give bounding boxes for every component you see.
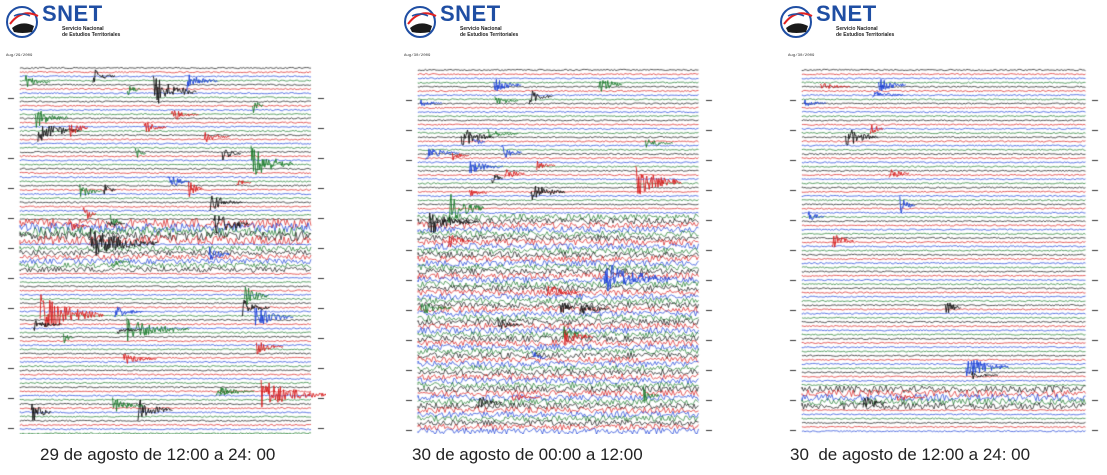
snet-logo: SNET Servicio Nacional de Estudios Terri… [402, 1, 518, 38]
header-date: Aug/29/2009 [6, 54, 33, 58]
seismogram-canvas [6, 62, 326, 434]
snet-globe-icon [780, 6, 813, 38]
snet-logo: SNET Servicio Nacional de Estudios Terri… [778, 1, 894, 38]
brand-subtitle-2: de Estudios Territoriales [460, 32, 519, 38]
seismogram-image [404, 64, 714, 434]
brand-subtitle-1: Servicio Nacional [836, 26, 878, 32]
brand-subtitle-1: Servicio Nacional [62, 26, 104, 32]
panel-caption: 29 de agosto de 12:00 a 24: 00 [40, 445, 276, 464]
seismogram-panel-3: SNET Servicio Nacional de Estudios Terri… [770, 0, 1100, 475]
brand-subtitle-2: de Estudios Territoriales [62, 32, 121, 38]
seismogram-image [788, 64, 1100, 434]
brand-name: SNET [440, 1, 501, 26]
header-date: Aug/30/2009 [788, 54, 815, 58]
snet-globe-icon [404, 6, 437, 38]
panel-caption: 30 de agosto de 12:00 a 24: 00 [790, 445, 1031, 464]
brand-subtitle-1: Servicio Nacional [460, 26, 502, 32]
brand-name: SNET [42, 1, 103, 26]
seismogram-canvas [788, 64, 1100, 434]
seismogram-canvas [404, 64, 714, 434]
snet-logo: SNET Servicio Nacional de Estudios Terri… [4, 1, 120, 38]
seismogram-panel-2: SNET Servicio Nacional de Estudios Terri… [390, 0, 720, 475]
seismogram-image [6, 62, 326, 434]
snet-globe-icon [6, 6, 39, 38]
seismogram-panel-1: SNET Servicio Nacional de Estudios Terri… [0, 0, 330, 475]
brand-subtitle-2: de Estudios Territoriales [836, 32, 895, 38]
header-date: Aug/30/2009 [404, 54, 431, 58]
brand-name: SNET [816, 1, 877, 26]
panel-caption: 30 de agosto de 00:00 a 12:00 [412, 445, 643, 464]
